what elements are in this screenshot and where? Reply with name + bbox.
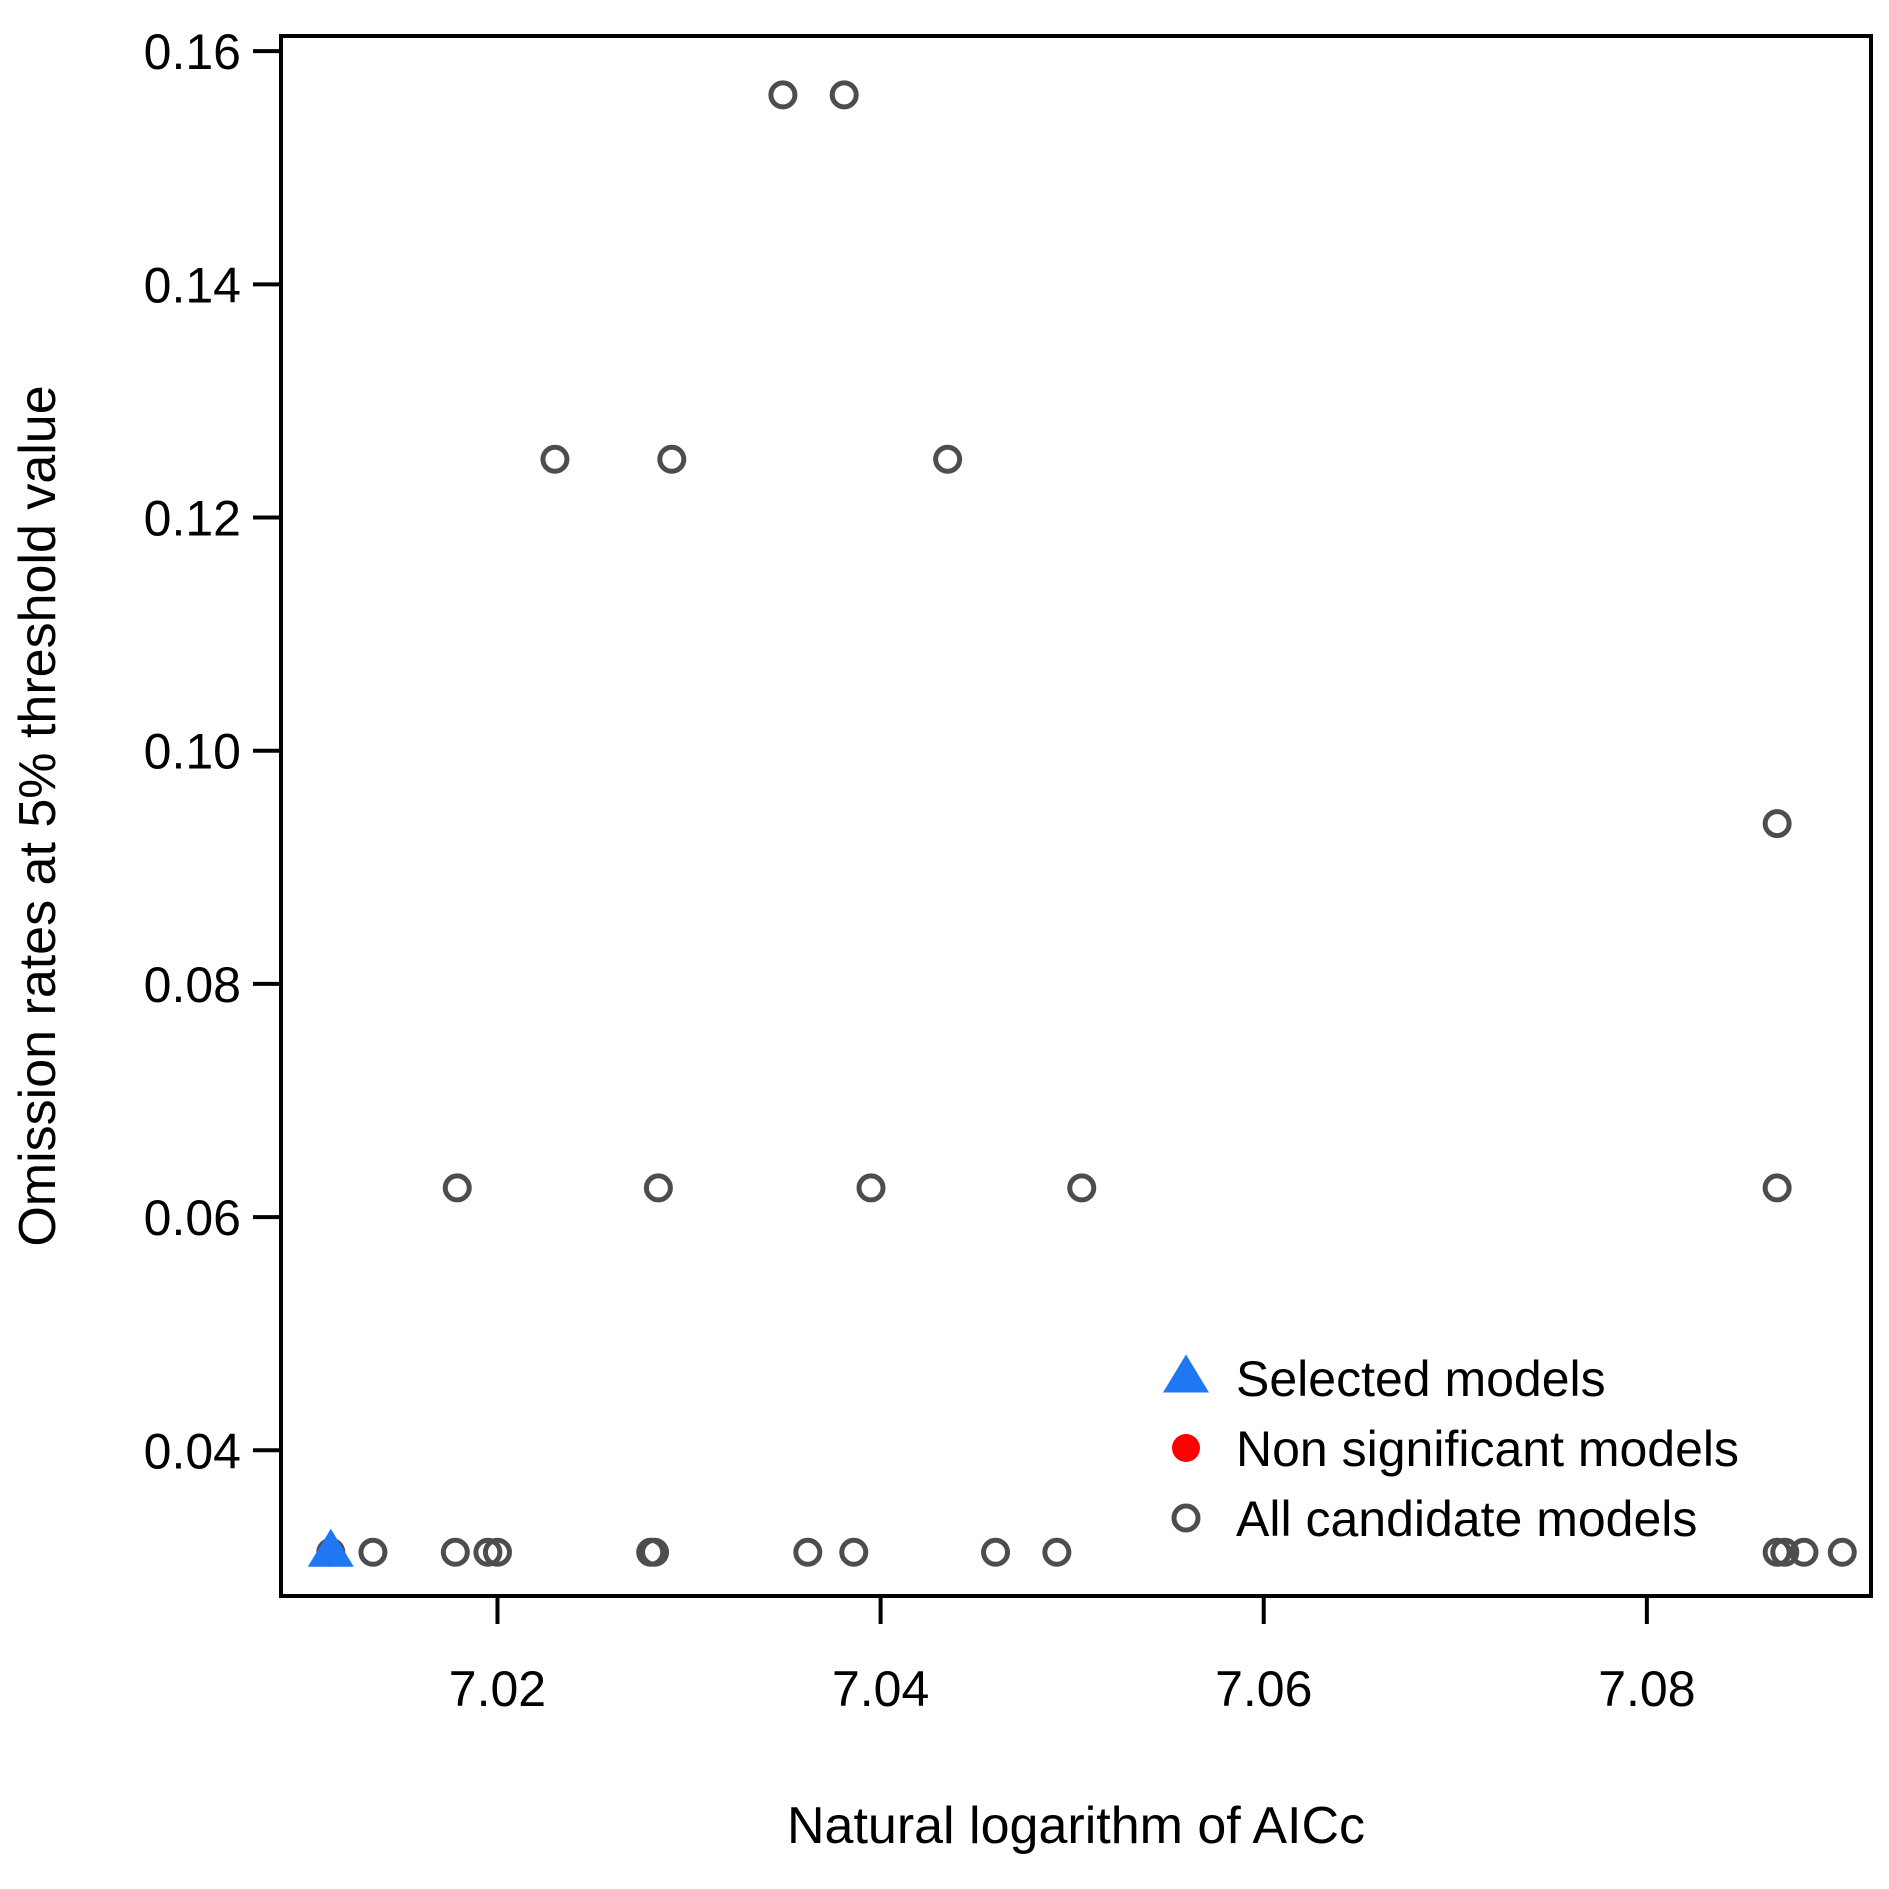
candidate-model-point xyxy=(1762,1173,1792,1203)
candidate-model-point xyxy=(640,1537,670,1567)
y-tick-label: 0.08 xyxy=(144,957,241,1013)
y-tick-label: 0.10 xyxy=(144,724,241,780)
x-tick-label: 7.04 xyxy=(832,1661,929,1717)
candidate-model-point xyxy=(856,1173,886,1203)
candidate-model-point xyxy=(981,1537,1011,1567)
candidate-model-point xyxy=(1827,1537,1857,1567)
y-tick-label: 0.04 xyxy=(144,1423,241,1479)
y-axis-title: Omission rates at 5% threshold value xyxy=(9,385,67,1246)
y-tick-label: 0.06 xyxy=(144,1190,241,1246)
candidate-model-point xyxy=(933,444,963,474)
candidate-model-point xyxy=(1762,809,1792,839)
legend-label: Selected models xyxy=(1236,1351,1606,1407)
data-points xyxy=(307,80,1857,1567)
x-tick-label: 7.06 xyxy=(1215,1661,1312,1717)
legend: Selected models Non significant models All… xyxy=(1163,1351,1739,1547)
y-tick-label: 0.14 xyxy=(144,257,241,313)
candidate-model-point xyxy=(482,1537,512,1567)
legend-open-circle-icon xyxy=(1171,1503,1201,1533)
plot-area-frame xyxy=(279,34,1873,1598)
x-tick-label: 7.08 xyxy=(1598,1661,1695,1717)
legend-filled-circle-icon xyxy=(1172,1434,1200,1462)
x-axis-title: Natural logarithm of AICc xyxy=(787,1797,1365,1855)
legend-triangle-icon xyxy=(1163,1354,1209,1393)
candidate-model-point xyxy=(768,80,798,110)
legend-label: All candidate models xyxy=(1236,1491,1697,1547)
candidate-model-point xyxy=(829,80,859,110)
candidate-model-point xyxy=(839,1537,869,1567)
candidate-model-point xyxy=(540,444,570,474)
x-axis: 7.02 7.04 7.06 7.08 xyxy=(449,1594,1696,1717)
candidate-model-point xyxy=(440,1537,470,1567)
y-tick-label: 0.16 xyxy=(144,24,241,80)
candidate-model-point xyxy=(1789,1537,1819,1567)
candidate-model-point xyxy=(793,1537,823,1567)
candidate-model-point xyxy=(643,1173,673,1203)
candidate-model-point xyxy=(1770,1537,1800,1567)
candidate-model-point xyxy=(442,1173,472,1203)
y-axis: 0.04 0.06 0.08 0.10 0.12 0.14 0.16 xyxy=(144,24,283,1479)
selected-model-point xyxy=(307,1528,354,1567)
y-tick-label: 0.12 xyxy=(144,491,241,547)
candidate-model-point xyxy=(657,444,687,474)
candidate-model-point xyxy=(1042,1537,1072,1567)
x-tick-label: 7.02 xyxy=(449,1661,546,1717)
candidate-model-point xyxy=(473,1537,503,1567)
candidate-model-point xyxy=(1067,1173,1097,1203)
candidate-model-point xyxy=(358,1537,388,1567)
legend-label: Non significant models xyxy=(1236,1421,1739,1477)
